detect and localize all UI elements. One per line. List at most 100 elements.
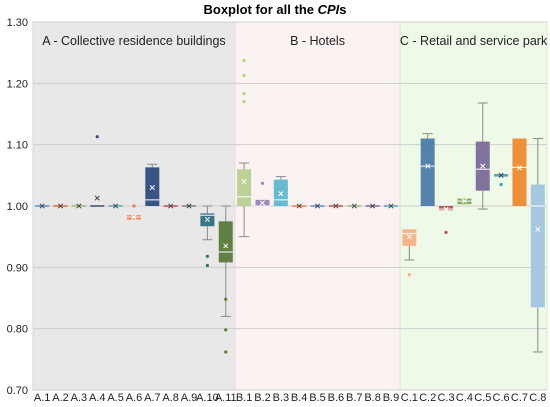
x-category-label-b-3: B.3 [273,392,290,404]
mean-marker-a-10 [204,216,210,223]
group-label-layer: A - Collective residence buildings B - Ho… [42,34,548,48]
box-body-a-11 [218,221,233,263]
mean-marker-a-9 [186,203,192,209]
box-a-9 [182,203,197,209]
x-category-label-a-5: A.5 [107,392,124,404]
y-tick-label-0-70: 0.70 [7,385,28,397]
mean-marker-a-2 [57,203,64,209]
box-b-8 [365,203,380,209]
chart-title-prefix: Boxplot for all the [203,2,317,17]
box-body-c-3 [439,206,454,211]
chart-title-suffix: s [339,2,346,17]
mean-marker-b-6 [333,203,339,209]
group-label-b-hotels: B - Hotels [290,34,345,48]
box-b-3 [273,176,288,206]
box-c-4 [457,198,472,205]
x-category-label-c-7: C.7 [511,392,528,404]
mean-marker-b-7 [351,203,357,209]
box-a-11 [218,205,233,354]
mean-marker-c-3 [443,206,449,212]
mean-marker-b-2 [259,200,266,206]
mean-marker-c-6 [498,172,504,178]
box-a-10 [200,205,215,268]
x-category-label-c-4: C.4 [456,392,473,404]
mean-marker-b-3 [278,191,284,197]
box-body-a-7 [145,167,160,206]
mean-marker-c-4 [461,198,467,204]
x-category-label-c-3: C.3 [437,392,454,404]
box-layer [35,59,545,354]
x-category-label-b-7: B.7 [346,392,363,404]
box-body-a-4 [90,205,105,207]
group-label-a-collective-residence-buildings: A - Collective residence buildings [42,34,225,48]
box-body-c-8 [530,184,545,308]
box-b-6 [328,203,343,209]
outlier-point-a-11-1 [224,297,228,301]
x-category-label-a-9: A.9 [181,392,198,404]
x-category-label-a-10: A.10 [196,392,219,404]
box-body-c-1 [402,229,417,246]
mean-marker-a-3 [76,203,82,209]
box-a-8 [163,203,178,209]
x-category-label-c-2: C.2 [419,392,436,404]
box-c-3 [439,206,454,234]
mean-marker-a-8 [168,203,174,209]
x-category-label-a-8: A.8 [162,392,179,404]
y-tick-label-1-10: 1.10 [7,140,28,152]
mean-marker-a-6 [131,214,137,220]
x-category-label-b-1: B.1 [236,392,253,404]
x-category-label-a-2: A.2 [52,392,69,404]
outlier-point-b-2-1 [260,181,265,185]
x-category-label-a-11: A.11 [215,392,237,404]
outlier-point-a-10-2 [205,263,209,268]
box-b-4 [292,203,307,209]
outlier-point-a-11-3 [224,350,228,354]
mean-marker-b-5 [314,203,321,209]
mean-marker-c-5 [480,163,486,169]
box-b-7 [347,203,362,209]
mean-marker-a-11 [223,243,229,249]
y-tick-label-1-30: 1.30 [7,17,28,29]
box-c-5 [475,102,490,210]
outlier-point-a-4-1 [95,135,99,139]
box-c-8 [530,138,545,353]
box-b-9 [383,203,398,209]
mean-marker-b-8 [370,203,376,209]
outlier-point-b-1-4 [242,100,246,104]
box-a-2 [53,203,68,209]
mean-marker-c-8 [535,226,541,232]
box-c-1 [402,229,417,277]
x-category-label-b-2: B.2 [254,392,271,404]
chart-title-emphasis: CPI [318,2,340,17]
box-b-5 [310,203,325,209]
mean-marker-c-7 [516,165,523,171]
mean-marker-b-9 [388,203,394,209]
box-body-c-7 [512,138,527,206]
x-category-label-a-7: A.7 [144,392,161,404]
y-tick-label-0-90: 0.90 [7,262,28,274]
mean-marker-a-7 [149,185,155,191]
mean-marker-c-2 [425,163,431,169]
outlier-point-a-11-2 [224,328,228,332]
outlier-point-c-3-1 [444,230,448,234]
x-category-label-c-6: C.6 [493,392,510,404]
x-category-label-c-1: C.1 [401,392,418,404]
outlier-point-b-1-2 [242,73,246,77]
box-c-6 [494,172,509,187]
box-a-7 [145,163,160,206]
group-label-c-retail-and-service-park: C - Retail and service park [400,34,548,48]
box-c-7 [512,138,527,206]
chart-title: Boxplot for all the CPIs [203,2,346,17]
y-tick-label-1-00: 1.00 [7,201,28,213]
mean-marker-c-1 [406,234,412,240]
box-a-6 [126,204,141,220]
y-tick-layer: 0.70 0.80 0.90 1.00 1.10 1.20 1.30 [7,17,28,397]
box-c-2 [420,133,435,206]
box-b-1 [237,59,252,238]
box-body-b-3 [273,179,288,206]
box-b-2 [255,181,270,207]
box-a-4 [90,135,105,207]
mean-marker-a-5 [113,203,119,209]
box-a-3 [71,203,86,209]
outlier-point-c-6-1 [499,182,503,187]
